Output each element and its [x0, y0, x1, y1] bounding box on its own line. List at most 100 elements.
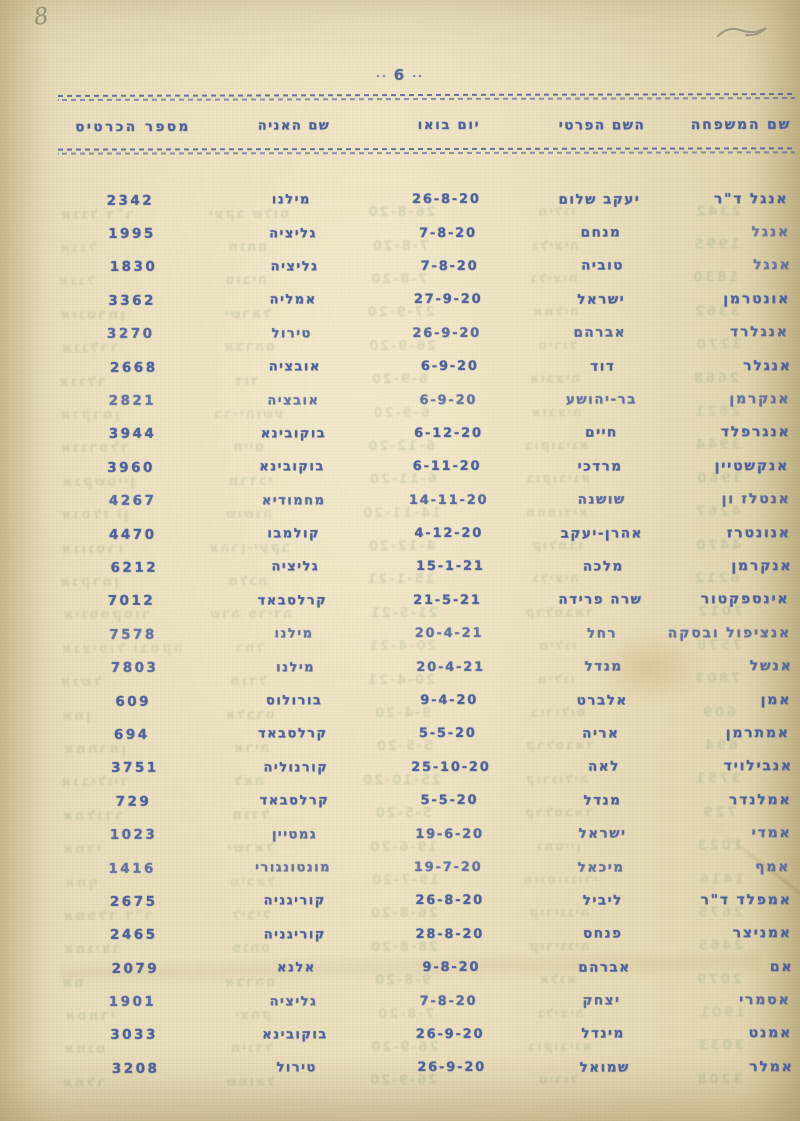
ship-name-cell: טירול — [271, 326, 312, 342]
card-number-cell: 1901 — [108, 993, 157, 1010]
table-row: 1901 גליציה 7-8-20 יצחק אסמרי — [57, 983, 792, 1018]
table-row: 2821 אובציה 6-9-20 בר-יהושע אנקרמן — [57, 382, 792, 417]
arrival-day-cell: 21-5-21 — [413, 592, 482, 608]
family-name-cell: אנונטרז — [726, 524, 791, 541]
table-row: 609 בורולוס 9-4-20 אלברט אמן — [58, 683, 793, 718]
arrival-day-cell: 20-4-21 — [414, 626, 484, 642]
arrival-day-cell: 26-9-20 — [412, 325, 482, 341]
card-number-cell: 3944 — [108, 426, 157, 443]
family-name-cell: אמנט — [748, 1025, 793, 1042]
card-number-cell: 7578 — [109, 626, 157, 643]
table-row: 6212 גליציה 15-1-21 מלכה אנקרמן — [59, 549, 794, 584]
ship-name-cell: מונטונגורי — [255, 860, 332, 876]
ship-name-cell: קרלסבאד — [257, 593, 328, 609]
table-row: 2668 אובציה 6-9-20 דוד אנגלר — [59, 349, 794, 384]
ship-name-cell: קורנוליה — [263, 760, 329, 776]
ship-name-cell: מחמודיא — [261, 492, 326, 509]
dashed-divider-top — [57, 93, 796, 102]
arrival-day-cell: 6-9-20 — [419, 392, 478, 408]
family-name-cell: אמן — [760, 691, 792, 708]
first-name-cell: ליביל — [582, 892, 623, 909]
arrival-day-cell: 26-8-20 — [415, 893, 485, 909]
arrival-day-cell: 20-4-21 — [416, 659, 485, 675]
arrival-day-cell: 6-9-20 — [420, 359, 479, 375]
table-row: 7012 קרלסבאד 21-5-21 שרה פרידה אינספקטור — [56, 583, 791, 618]
first-name-cell: שרה פרידה — [558, 591, 643, 609]
family-name-cell: אמלנדר — [728, 791, 792, 808]
card-number-cell: 4470 — [108, 526, 157, 543]
arrival-day-cell: 15-1-21 — [415, 559, 485, 575]
arrival-day-cell: 7-8-20 — [419, 993, 478, 1009]
ship-name-cell: טירול — [276, 1060, 317, 1076]
table-row: 694 קרלסבאד 5-5-20 אריה אמתרמן — [57, 716, 792, 751]
family-name-cell: אינספקטור — [700, 591, 790, 608]
header-card-number: מספר הכרטיס — [75, 118, 191, 136]
first-name-cell: רחל — [586, 625, 618, 642]
ship-name-cell: גליציה — [269, 225, 317, 241]
first-name-cell: אהרן-יעקב — [560, 525, 643, 542]
family-name-cell: אמפלד ד"ר — [700, 891, 792, 909]
table-row: 1995 גליציה 7-8-20 מנחם אנגל — [57, 215, 792, 250]
first-name-cell: מנדל — [583, 792, 622, 809]
arrival-day-cell: 26-9-20 — [417, 1060, 486, 1076]
page-number-decoration: .. — [412, 69, 424, 80]
card-number-cell: 3751 — [111, 760, 159, 777]
card-number-cell: 3960 — [107, 459, 155, 476]
table-row: 3362 אמליה 27-9-20 ישראל אונטרמן — [57, 282, 792, 317]
table-row: 4470 קולמבו 4-12-20 אהרן-יעקב אנונטרז — [58, 516, 793, 551]
ship-name-cell: בוקובינא — [259, 459, 325, 475]
table-body: 2342 מילנו 26-8-20 יעקב שלום אנגל ד"ר 1995 גלי… — [57, 182, 794, 1085]
card-number-cell: 2675 — [109, 893, 158, 910]
ship-name-cell: בוקובינא — [260, 426, 327, 442]
first-name-cell: מיכאל — [577, 858, 625, 876]
card-number-cell: 1023 — [109, 826, 158, 843]
first-name-cell: מנחם — [580, 224, 622, 241]
family-name-cell: אנגל ד"ר — [713, 190, 789, 207]
card-number-cell: 6212 — [110, 559, 159, 576]
card-number-cell: 2342 — [106, 192, 155, 209]
ship-name-cell: קולמבו — [267, 526, 321, 542]
first-name-cell: פנחס — [583, 925, 623, 942]
table-row: 4267 מחמודיא 14-11-20 שושנה אנטלז ון — [58, 483, 793, 518]
family-name-cell: אנגלר — [743, 357, 792, 374]
header-first-name: השם הפרטי — [558, 117, 646, 134]
ship-name-cell: גליציה — [271, 559, 320, 575]
table-row: 729 קרלסבאד 5-5-20 מנדל אמלנדר — [58, 783, 793, 818]
first-name-cell: אברהם — [578, 959, 631, 976]
card-number-cell: 609 — [115, 693, 152, 710]
arrival-day-cell: 27-9-20 — [413, 292, 483, 308]
card-number-cell: 3208 — [111, 1060, 160, 1077]
arrival-day-cell: 26-9-20 — [415, 1026, 485, 1042]
table-row: 3751 קורנוליה 25-10-20 לאה אנבילויד — [60, 750, 795, 785]
dashed-divider-header — [57, 147, 796, 156]
arrival-day-cell: 28-8-20 — [415, 926, 485, 942]
ship-name-cell: גליציה — [269, 993, 318, 1009]
first-name-cell: לאה — [587, 758, 620, 775]
first-name-cell: אלברט — [576, 692, 628, 709]
ship-name-cell: קוריגניה — [263, 893, 326, 909]
first-name-cell: בר-יהושע — [565, 391, 637, 408]
first-name-cell: ישראל — [577, 291, 626, 308]
card-number-cell: 1416 — [108, 860, 156, 877]
pencil-squiggle-icon — [717, 27, 767, 37]
first-name-cell: אברהם — [573, 324, 626, 341]
table-header-row: מספר הכרטיס שם האניה יום בואו השם הפרטי … — [58, 117, 793, 136]
card-number-cell: 3362 — [108, 292, 156, 309]
family-name-cell: אנגל — [753, 257, 792, 274]
arrival-day-cell: 4-12-20 — [414, 525, 484, 542]
family-name-cell: אנקשטיין — [714, 457, 790, 475]
ship-name-cell: קוריגניה — [263, 927, 326, 943]
first-name-cell: אריה — [582, 725, 620, 742]
arrival-day-cell: 5-5-20 — [420, 793, 479, 809]
card-number-cell: 4267 — [108, 492, 157, 510]
arrival-day-cell: 5-5-20 — [418, 726, 477, 742]
card-number-cell: 694 — [113, 726, 150, 743]
arrival-day-cell: 9-4-20 — [420, 692, 479, 709]
family-name-cell: אמדי — [751, 825, 792, 842]
table-row: 2342 מילנו 26-8-20 יעקב שלום אנגל ד"ר — [55, 182, 790, 217]
family-name-cell: אמתרמן — [725, 724, 790, 742]
family-name-cell: אמלר — [749, 1058, 794, 1075]
ship-name-cell: גליציה — [270, 259, 319, 275]
first-name-cell: שושנה — [577, 491, 626, 508]
page-number-decoration: .. — [376, 69, 388, 80]
